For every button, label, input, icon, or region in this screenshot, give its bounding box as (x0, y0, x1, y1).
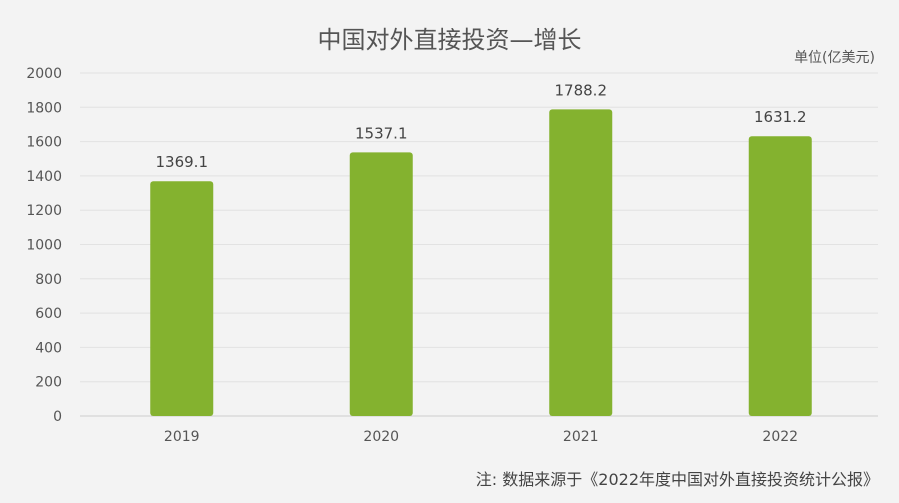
bar (349, 152, 413, 417)
bar (549, 109, 613, 416)
x-tick-label: 2020 (363, 429, 399, 445)
y-tick-label: 400 (35, 340, 62, 356)
y-tick-label: 1800 (26, 100, 62, 116)
y-tick-label: 1000 (26, 238, 62, 254)
y-tick-label: 1600 (26, 135, 62, 151)
x-tick-label: 2022 (762, 429, 798, 445)
bar (748, 136, 812, 416)
data-label: 1369.1 (156, 153, 209, 171)
source-note: 注: 数据来源于《2022年度中国对外直接投资统计公报》 (475, 470, 879, 489)
y-tick-label: 0 (53, 409, 62, 425)
data-label: 1631.2 (754, 108, 807, 126)
data-label: 1537.1 (355, 124, 408, 142)
x-tick-label: 2021 (563, 429, 599, 445)
chart-title: 中国对外直接投资—增长 (317, 26, 582, 54)
bar (150, 181, 214, 416)
y-tick-label: 1400 (26, 169, 62, 185)
y-tick-label: 200 (35, 375, 62, 391)
y-tick-label: 2000 (26, 66, 62, 82)
x-tick-label: 2019 (164, 429, 200, 445)
y-tick-label: 800 (35, 272, 62, 288)
data-label: 1788.2 (555, 81, 608, 99)
y-tick-label: 600 (35, 306, 62, 322)
y-tick-label: 1200 (26, 203, 62, 219)
unit-label: 单位(亿美元) (794, 50, 875, 66)
